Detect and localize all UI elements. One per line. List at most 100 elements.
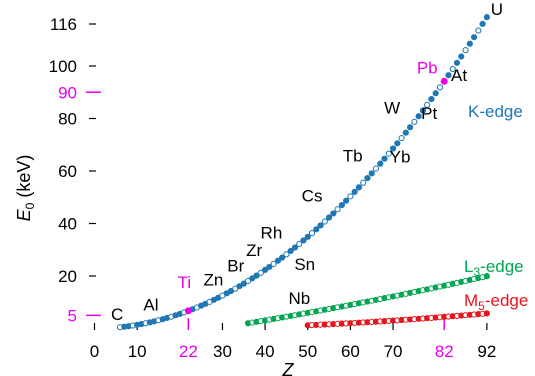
data-point: [296, 240, 303, 248]
data-point: [453, 59, 461, 66]
element-label-zn: Zn: [204, 271, 224, 290]
data-point: [377, 160, 384, 167]
series-label-subscript: 5: [478, 299, 485, 313]
data-point: [313, 226, 320, 233]
x-tick-label: 22: [179, 342, 198, 361]
data-point: [266, 263, 273, 271]
element-label-cs: Cs: [302, 187, 323, 206]
y-tick-label: 60: [58, 162, 77, 181]
highlight-point-pb: [440, 77, 448, 85]
data-point: [304, 233, 311, 240]
x-axis-title: Z: [282, 360, 295, 376]
y-tick-label: 116: [50, 15, 77, 34]
element-label-at: At: [451, 66, 467, 85]
data-point: [338, 201, 345, 209]
data-point: [347, 193, 354, 200]
data-point: [483, 273, 490, 280]
element-label-pb: Pb: [417, 58, 438, 77]
element-label-tb: Tb: [343, 146, 363, 165]
data-point: [253, 272, 260, 279]
element-label-rh: Rh: [261, 223, 283, 242]
y-tick-label: 90: [58, 83, 77, 102]
series-label-l3-edge: L3-edge: [464, 257, 524, 279]
data-point: [458, 53, 465, 60]
data-point: [436, 84, 444, 91]
data-point: [270, 260, 277, 267]
series-label-m5-edge: M5-edge: [464, 291, 528, 313]
data-point: [449, 65, 456, 73]
data-point: [343, 197, 350, 204]
element-label-br: Br: [227, 257, 244, 276]
y-tick-label: 40: [58, 215, 77, 234]
element-label-yb: Yb: [390, 148, 411, 167]
data-point: [419, 107, 427, 114]
y-tick-label: 80: [58, 110, 77, 129]
series-label-subscript: 3: [473, 265, 480, 279]
data-point: [283, 251, 290, 258]
element-label-w: W: [384, 98, 400, 117]
data-point: [334, 206, 341, 213]
x-tick-label: 82: [435, 342, 454, 361]
y-tick-label: 20: [58, 267, 77, 286]
data-point: [411, 118, 418, 125]
data-point: [424, 101, 431, 108]
series-label-tail: -edge: [485, 291, 528, 310]
data-point: [291, 244, 299, 251]
data-point: [300, 237, 307, 244]
data-point: [330, 210, 337, 217]
data-point: [244, 277, 252, 285]
data-point: [368, 170, 375, 177]
highlight-point-ti: [184, 307, 192, 315]
element-label-c: C: [111, 305, 123, 324]
element-label-zr: Zr: [246, 241, 262, 260]
y-axis: 5 20 40 60 80 90 100 116: [49, 15, 101, 325]
y-axis-title-subscript: 0: [23, 202, 37, 209]
element-label-al: Al: [143, 295, 158, 314]
element-label-sn: Sn: [294, 255, 315, 274]
data-point: [257, 269, 264, 276]
y-axis-title-unit: (keV): [14, 155, 34, 203]
data-point: [287, 247, 294, 255]
data-point: [355, 184, 363, 191]
data-point: [432, 90, 439, 97]
data-point: [462, 47, 469, 54]
x-tick-label: 40: [256, 342, 275, 361]
series-label-k-edge: K-edge: [468, 102, 523, 121]
series-layer: [116, 14, 490, 331]
data-point: [479, 20, 486, 28]
data-point: [372, 165, 380, 172]
y-axis-title: E0 (keV): [14, 155, 37, 222]
data-point: [466, 40, 473, 47]
x-tick-label: 0: [90, 342, 99, 361]
element-label-ti: Ti: [178, 273, 192, 292]
x-tick-label: 30: [213, 342, 232, 361]
data-point: [483, 310, 490, 317]
data-point: [398, 134, 405, 142]
data-point: [262, 266, 269, 273]
data-point: [470, 34, 478, 41]
series-label-main: L: [464, 257, 473, 276]
x-tick-label: 50: [298, 342, 317, 361]
series-label-main: M: [464, 291, 478, 310]
series-l3-edge: [244, 273, 490, 327]
data-point: [394, 140, 401, 147]
data-point: [445, 72, 452, 79]
x-tick-label: 10: [128, 342, 147, 361]
series-label-tail: -edge: [480, 257, 523, 276]
y-tick-label: 5: [68, 306, 77, 325]
data-point: [415, 113, 422, 120]
data-point: [360, 179, 367, 186]
data-point: [351, 188, 358, 196]
y-axis-title-symbol: E: [14, 208, 34, 221]
data-point: [407, 124, 414, 131]
data-point: [274, 257, 281, 264]
x-tick-label: 70: [384, 342, 403, 361]
data-point: [389, 145, 397, 152]
data-point: [483, 14, 490, 21]
data-point: [325, 214, 333, 221]
x-tick-label: 60: [341, 342, 360, 361]
data-point: [321, 218, 328, 225]
data-point: [279, 254, 286, 261]
